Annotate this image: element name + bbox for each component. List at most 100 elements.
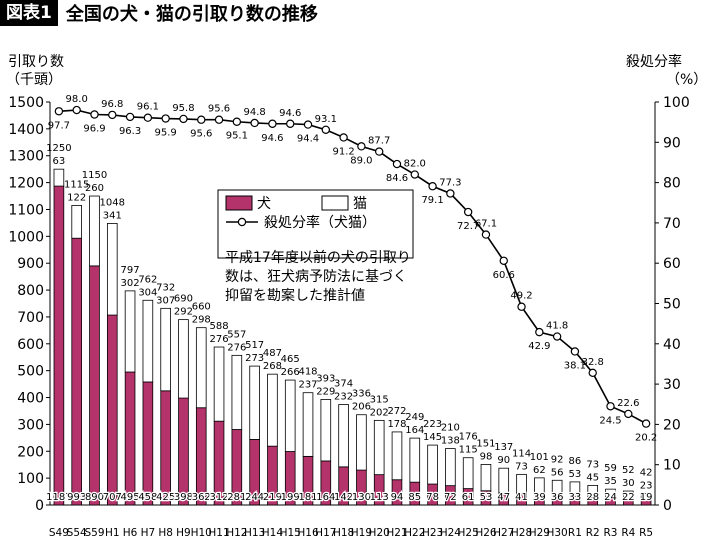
rate-point — [446, 189, 455, 198]
left-tick-label: 100 — [17, 471, 44, 487]
x-tick-label: H10 — [191, 527, 212, 539]
total-label: 151 — [476, 438, 495, 449]
rate-point — [481, 230, 491, 239]
cat-label: 115 — [459, 445, 478, 456]
cat-label: 307 — [156, 295, 175, 306]
cat-label: 202 — [370, 407, 389, 418]
rate-label: 94.4 — [297, 134, 319, 145]
dog-bar — [89, 265, 100, 506]
dog-label: 85 — [408, 492, 421, 503]
cat-label: 206 — [352, 402, 371, 413]
total-label: 1115 — [64, 179, 89, 190]
left-tick-label: 1300 — [8, 149, 44, 165]
total-label: 517 — [245, 340, 264, 351]
total-label: 249 — [405, 412, 424, 423]
dog-label: 1187 — [46, 492, 71, 503]
rate-point — [321, 125, 331, 135]
x-tick-label: H21 — [386, 527, 407, 539]
cat-bar — [445, 448, 456, 487]
cat-bar — [551, 479, 563, 496]
rate-label: 72.7 — [457, 221, 479, 232]
dog-label: 47 — [497, 492, 510, 503]
x-tick-label: R1 — [568, 527, 582, 539]
x-tick-label: H13 — [244, 527, 265, 539]
dog-bar — [195, 407, 207, 506]
rate-label: 22.6 — [617, 398, 639, 409]
rate-label: 95.6 — [190, 129, 212, 140]
total-label: 374 — [334, 379, 353, 390]
rate-point — [588, 368, 597, 378]
dog-bar — [124, 371, 136, 506]
rate-label: 24.5 — [599, 415, 621, 426]
x-tick-label: H12 — [226, 527, 247, 539]
left-axis-title: 引取り数 — [8, 54, 64, 70]
right-tick-label: 30 — [663, 377, 681, 393]
cat-bar — [320, 399, 332, 462]
rate-point — [303, 120, 313, 129]
dog-label: 130 — [352, 492, 371, 503]
rate-label: 32.8 — [582, 357, 604, 368]
x-tick-label: H16 — [297, 527, 319, 539]
total-label: 1150 — [82, 170, 107, 181]
right-tick-label: 0 — [663, 498, 672, 514]
right-tick-label: 80 — [663, 176, 681, 192]
annotation-line: 平成17年度以前の犬の引取り — [225, 249, 411, 266]
rate-point — [624, 409, 633, 419]
rate-point — [232, 117, 242, 126]
x-tick-label: H28 — [511, 527, 532, 539]
total-label: 86 — [569, 456, 582, 467]
legend-cat-swatch — [321, 195, 349, 211]
rate-label: 95.1 — [226, 131, 248, 142]
total-label: 393 — [316, 373, 335, 384]
total-label: 223 — [423, 419, 442, 430]
x-tick-label: H1 — [105, 527, 120, 539]
right-tick-label: 70 — [663, 216, 681, 232]
dog-label: 78 — [426, 492, 439, 503]
cat-bar — [302, 392, 314, 457]
left-tick-label: 300 — [17, 417, 44, 433]
dog-label: 28 — [586, 492, 599, 503]
rate-label: 94.6 — [279, 108, 301, 119]
rate-point — [428, 182, 437, 191]
x-tick-label: S59 — [84, 527, 104, 539]
left-tick-label: 700 — [17, 310, 44, 326]
cat-bar — [106, 223, 118, 316]
dog-label: 53 — [480, 492, 493, 503]
rate-label: 95.8 — [172, 103, 194, 114]
left-tick-label: 1500 — [8, 95, 44, 111]
legend-rate-marker — [237, 217, 247, 227]
x-tick-label: H11 — [208, 527, 229, 539]
dog-label: 199 — [281, 492, 300, 503]
figure-title: 全国の犬・猫の引取り数の推移 — [65, 4, 318, 25]
dog-bar — [53, 185, 65, 506]
dog-label: 890 — [85, 492, 104, 503]
total-label: 114 — [512, 448, 531, 459]
rate-label: 96.3 — [119, 126, 141, 137]
dog-label: 36 — [551, 492, 564, 503]
x-tick-label: H29 — [529, 527, 550, 539]
cat-label: 273 — [245, 353, 264, 364]
total-label: 690 — [174, 294, 193, 305]
x-tick-label: H24 — [440, 527, 462, 539]
total-label: 1048 — [100, 197, 125, 208]
left-axis-unit: （千頭） — [6, 72, 62, 88]
cat-bar — [195, 327, 207, 409]
cat-bar — [569, 481, 581, 497]
left-tick-label: 1100 — [8, 202, 44, 218]
cat-bar — [213, 346, 225, 422]
annotation-line: 数は、狂犬病予防法に基づく — [225, 268, 407, 285]
rate-label: 95.6 — [208, 104, 230, 115]
cat-label: 122 — [67, 192, 86, 203]
rate-point — [197, 115, 206, 124]
dog-bar — [142, 381, 154, 506]
right-tick-label: 10 — [663, 458, 681, 474]
rate-point — [179, 114, 188, 124]
rate-point — [499, 256, 508, 265]
rate-label: 94.8 — [243, 107, 265, 118]
cat-label: 35 — [604, 476, 617, 487]
cat-bar — [462, 457, 474, 490]
rate-point — [606, 402, 615, 411]
total-label: 418 — [298, 367, 317, 378]
rate-point — [143, 113, 153, 122]
left-tick-label: 200 — [17, 444, 44, 460]
